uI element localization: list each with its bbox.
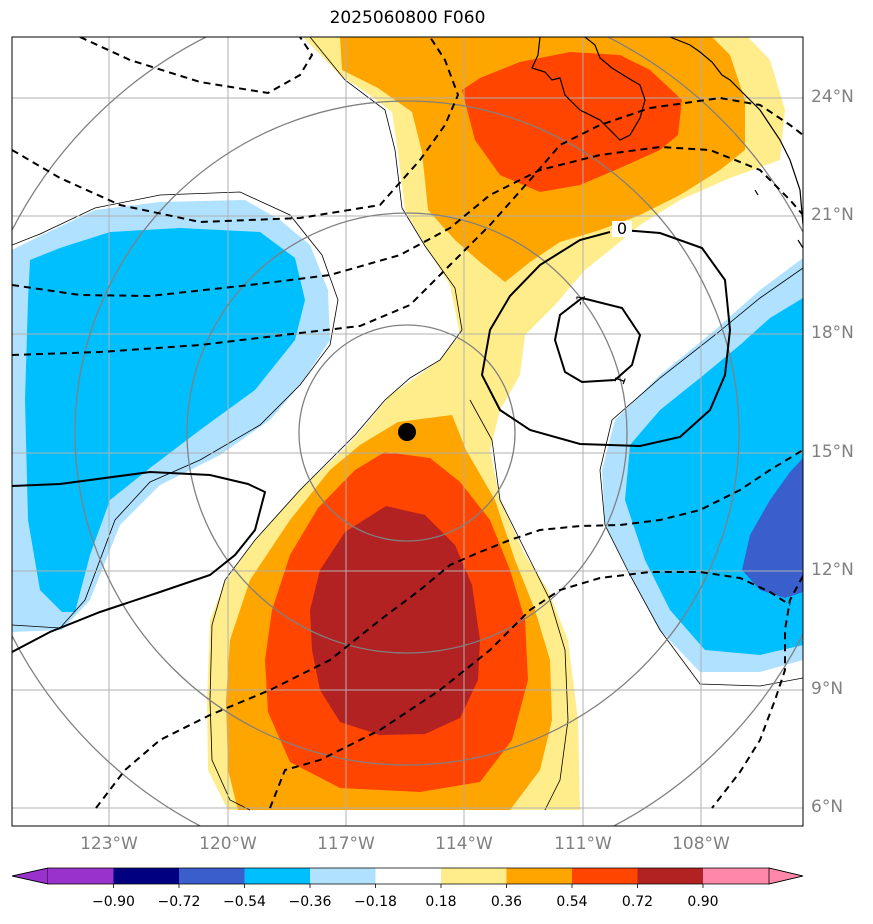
solid-contours — [12, 229, 732, 653]
colorbar-segment-8 — [506, 868, 572, 884]
colorbar-tick-label: 0.36 — [490, 894, 523, 910]
colorbar-tick-label: 0.90 — [687, 894, 719, 910]
lon-label-120w: 120°W — [199, 834, 257, 854]
contour-label-0: 0 — [617, 219, 627, 238]
lat-label-12n: 12°N — [811, 560, 854, 580]
colorbar-segment-1 — [48, 868, 114, 884]
colorbar-tick-label: −0.54 — [223, 894, 266, 910]
coastline — [531, 37, 803, 249]
lon-label-111w: 111°W — [554, 834, 612, 854]
storm-center-marker — [398, 423, 416, 441]
range-rings — [12, 37, 803, 826]
colorbar-outline — [11, 867, 804, 885]
positive-anomaly-south-strong — [310, 506, 480, 735]
colorbar-segment-3 — [179, 868, 245, 884]
map-frame — [11, 36, 804, 827]
colorbar-tick-label: 0.72 — [621, 894, 654, 910]
colorbar-segment-9 — [572, 868, 638, 884]
positive-anomaly-north-red — [462, 52, 682, 192]
negative-anomaly-west-dark — [25, 228, 305, 612]
lat-label-15n: 15°N — [811, 442, 854, 462]
colorbar-tick-label: 0.18 — [425, 894, 457, 910]
lat-label-9n: 9°N — [811, 679, 844, 699]
lat-label-18n: 18°N — [811, 323, 854, 343]
colorbar-tick-label: 0.54 — [556, 894, 588, 910]
colorbar-segment-7 — [441, 868, 507, 884]
colorbar-extend-low — [11, 867, 49, 885]
colorbar — [11, 867, 804, 888]
thin-contour-west — [12, 191, 339, 629]
colorbar-extend-high — [768, 867, 804, 885]
lat-label-24n: 24°N — [811, 87, 854, 107]
colorbar-tick-label: −0.90 — [92, 894, 135, 910]
contour-label-minus-1: -1 — [573, 293, 588, 306]
lat-label-6n: 6°N — [811, 797, 844, 817]
lon-label-117w: 117°W — [317, 834, 375, 854]
colorbar-segment-6 — [375, 868, 441, 884]
lat-label-21n: 21°N — [811, 205, 854, 225]
colorbar-tick-label: −0.36 — [288, 894, 332, 910]
lon-label-123w: 123°W — [80, 834, 138, 854]
colorbar-tick-label: −0.72 — [157, 894, 201, 910]
colorbar-tick-label: −0.18 — [354, 894, 397, 910]
map-plot-area — [12, 37, 803, 826]
colorbar-segment-5 — [310, 868, 376, 884]
negative-anomaly-east-strong — [742, 458, 803, 598]
colorbar-segment-11 — [703, 868, 769, 884]
map-title: 2025060800 F060 — [329, 8, 486, 28]
thin-contour-center — [209, 37, 463, 811]
dashed-contours — [12, 37, 803, 809]
lon-label-108w: 108°W — [672, 834, 730, 854]
colorbar-segment-2 — [113, 868, 179, 884]
lon-label-114w: 114°W — [435, 834, 493, 854]
colorbar-segment-10 — [637, 868, 703, 884]
colorbar-segment-4 — [244, 868, 310, 884]
